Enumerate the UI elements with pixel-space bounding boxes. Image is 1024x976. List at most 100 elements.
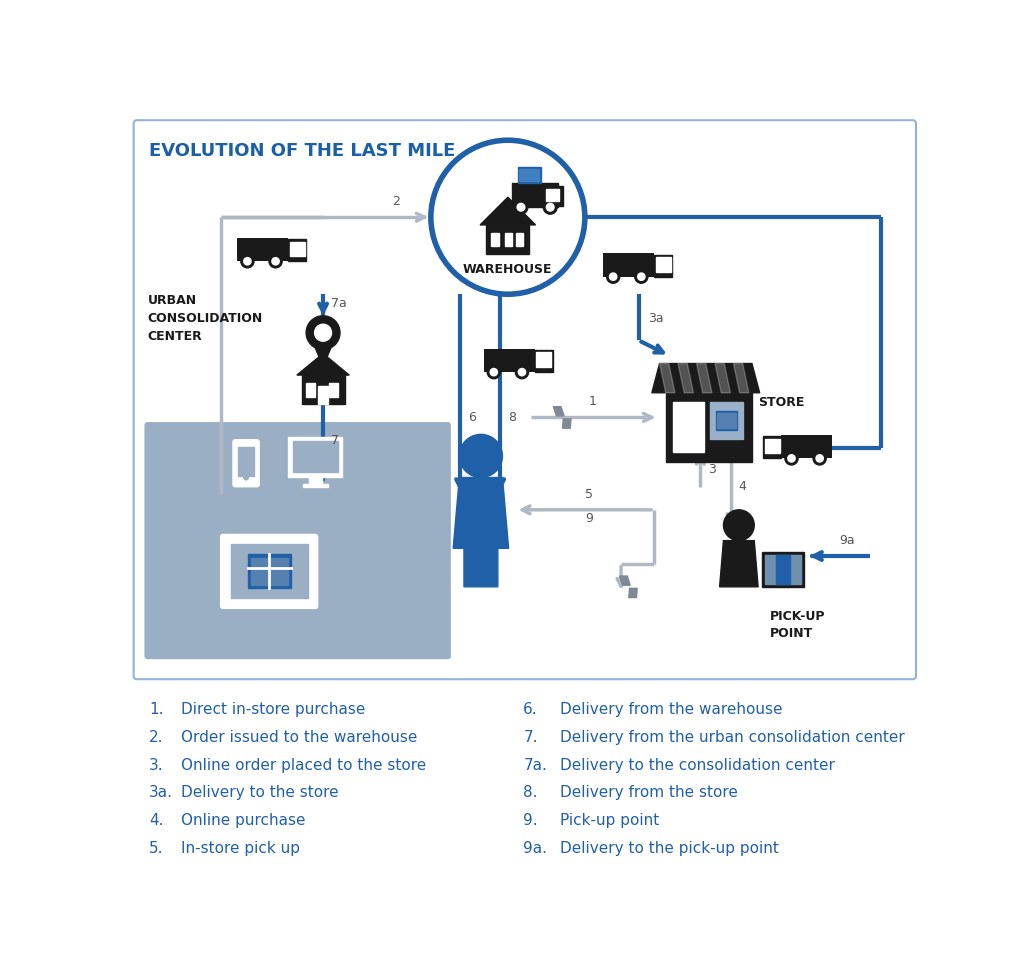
Text: In-store pick up: In-store pick up [181,841,300,856]
Polygon shape [620,576,631,586]
Text: STORE: STORE [758,396,805,409]
Bar [717,413,736,428]
Bar [776,555,790,584]
Bar [763,436,781,459]
Text: 9: 9 [585,512,593,525]
Text: 2.: 2. [150,730,164,745]
Bar [603,253,654,276]
Text: 6.: 6. [523,703,538,717]
Circle shape [272,258,280,264]
Circle shape [785,452,798,465]
Bar [512,183,558,207]
Text: 7a: 7a [331,297,346,310]
Bar [483,348,535,372]
Text: Delivery to the consolidation center: Delivery to the consolidation center [560,757,836,773]
Bar [289,436,342,476]
Text: Pick-up point: Pick-up point [560,813,659,829]
Bar [330,383,339,396]
Text: Delivery to the pick-up point: Delivery to the pick-up point [560,841,779,856]
Text: PICK-UP
POINT: PICK-UP POINT [770,610,825,640]
Text: 8: 8 [508,411,516,424]
Bar [317,386,329,404]
Circle shape [244,258,251,264]
Bar [309,476,322,484]
Text: 3: 3 [708,464,716,476]
Circle shape [241,255,254,267]
Circle shape [638,273,645,280]
Text: URBAN
CONSOLIDATION
CENTER: URBAN CONSOLIDATION CENTER [147,294,263,344]
Bar [303,484,328,487]
Polygon shape [315,348,331,367]
FancyBboxPatch shape [233,440,259,487]
Text: 2: 2 [392,195,400,208]
Circle shape [490,369,498,376]
Circle shape [244,475,249,480]
Bar [238,238,289,262]
Polygon shape [480,197,536,224]
Text: 3.: 3. [150,757,164,773]
Bar [762,552,804,587]
Polygon shape [720,541,758,587]
Bar [486,224,529,254]
Bar [519,169,540,181]
Circle shape [306,316,340,349]
Circle shape [518,369,525,376]
Bar [248,554,291,589]
Bar [666,392,752,462]
FancyBboxPatch shape [144,422,451,659]
Circle shape [487,366,501,379]
Text: 9.: 9. [523,813,538,829]
Bar [289,239,306,262]
Polygon shape [652,363,760,392]
Text: Delivery from the urban consolidation center: Delivery from the urban consolidation ce… [560,730,905,745]
Circle shape [547,203,554,211]
Circle shape [514,200,528,214]
Text: 3a.: 3a. [150,786,173,800]
FancyBboxPatch shape [220,535,317,608]
Bar [290,241,305,256]
Polygon shape [629,589,637,597]
FancyBboxPatch shape [134,120,915,679]
Text: 7.: 7. [523,730,538,745]
Text: Order issued to the warehouse: Order issued to the warehouse [181,730,418,745]
Bar [251,557,288,586]
Text: 4.: 4. [150,813,164,829]
Bar [230,545,307,598]
Text: 4: 4 [739,480,746,493]
Circle shape [431,141,585,294]
Polygon shape [454,477,509,587]
Text: 3a: 3a [648,312,664,325]
Bar [518,167,541,183]
Bar [655,257,671,271]
Bar [537,352,551,367]
Bar [674,402,705,452]
Bar [293,441,338,472]
Circle shape [314,324,332,342]
Text: 5: 5 [585,488,593,501]
Circle shape [269,255,283,267]
Bar [716,411,737,429]
Bar [765,438,780,453]
Text: Online order placed to the store: Online order placed to the store [181,757,427,773]
Text: 1: 1 [589,395,597,408]
Text: 6: 6 [468,411,476,424]
Bar [505,232,512,247]
Polygon shape [715,363,730,392]
Text: WAREHOUSE: WAREHOUSE [463,264,553,276]
Bar [765,555,801,584]
Circle shape [606,270,620,283]
Text: Delivery from the warehouse: Delivery from the warehouse [560,703,782,717]
Polygon shape [297,353,349,375]
Bar [544,185,562,206]
Text: 8.: 8. [523,786,538,800]
Circle shape [787,455,796,462]
Text: Delivery to the store: Delivery to the store [181,786,339,800]
Text: 5.: 5. [150,841,164,856]
Circle shape [816,455,823,462]
Circle shape [609,273,616,280]
Bar [535,350,553,372]
Polygon shape [678,363,693,392]
Circle shape [517,203,525,211]
Bar [781,435,833,459]
Polygon shape [733,363,749,392]
